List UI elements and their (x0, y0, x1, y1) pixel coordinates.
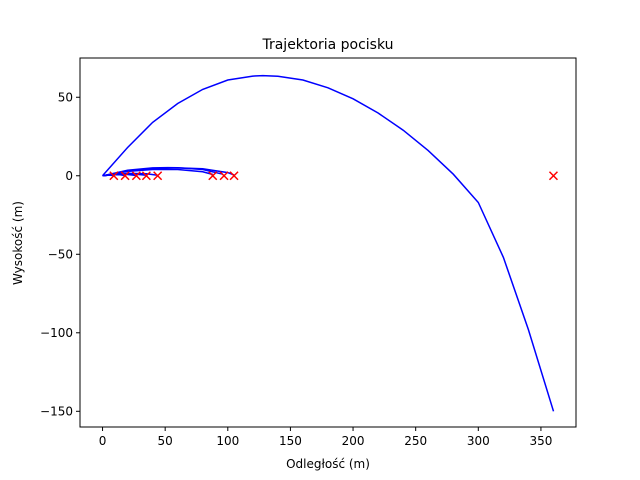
y-tick-label: −50 (48, 247, 73, 261)
x-tick-label: 350 (529, 434, 552, 448)
x-tick-label: 200 (342, 434, 365, 448)
trajectory-line-4 (102, 168, 213, 177)
y-tick-label: 0 (65, 169, 73, 183)
landing-marker-5 (153, 171, 163, 181)
trajectory-line-9 (102, 174, 114, 177)
x-tick-label: 50 (158, 434, 173, 448)
y-tick-label: 50 (58, 90, 73, 104)
plot-area (79, 57, 577, 428)
x-tick-label: 100 (216, 434, 239, 448)
landing-marker-9 (548, 171, 558, 181)
landing-marker-4 (141, 171, 151, 181)
y-axis-ticks: −150 −100 −50 0 50 (40, 90, 80, 418)
x-tick-label: 0 (99, 434, 107, 448)
x-tick-label: 150 (279, 434, 302, 448)
y-tick-label: −150 (40, 404, 73, 418)
x-tick-label: 250 (404, 434, 427, 448)
landing-marker-7 (219, 171, 229, 181)
y-tick-label: −100 (40, 326, 73, 340)
marker-layer (109, 171, 558, 181)
landing-marker-1 (109, 171, 119, 181)
landing-marker-8 (229, 171, 239, 181)
landing-marker-2 (120, 171, 130, 181)
y-axis-label: Wysokość (m) (11, 201, 25, 285)
x-axis-ticks: 0 50 100 150 200 250 300 350 (99, 427, 552, 448)
chart-title: Trajektoria pocisku (261, 37, 393, 53)
landing-marker-6 (208, 171, 218, 181)
x-tick-label: 300 (467, 434, 490, 448)
series-layer (101, 74, 555, 412)
x-axis-label: Odległość (m) (286, 457, 370, 471)
landing-marker-3 (131, 171, 141, 181)
trajectory-line-1 (101, 74, 555, 412)
